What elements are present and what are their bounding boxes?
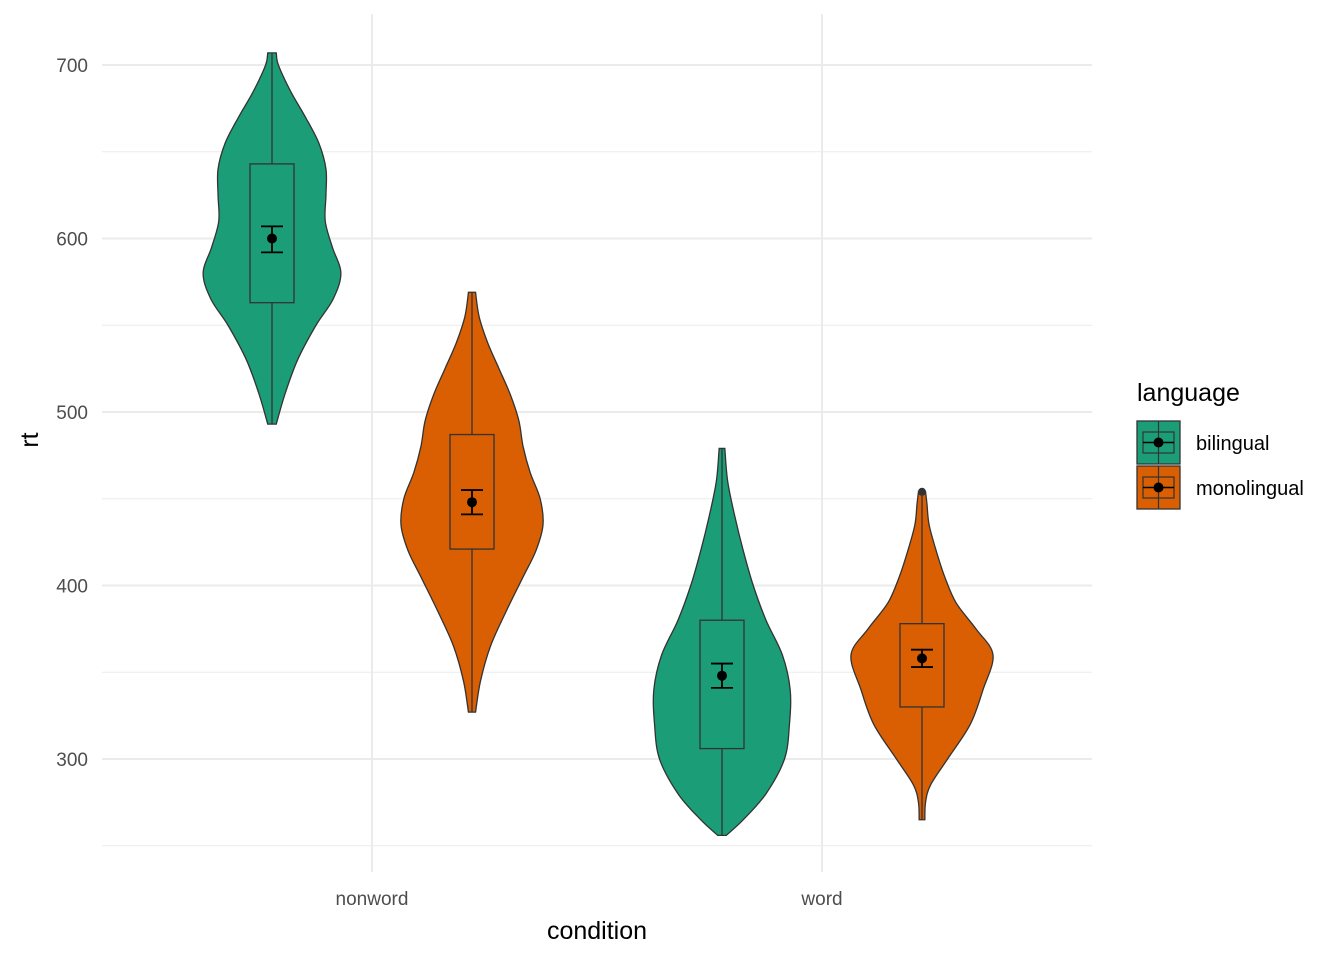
violin-group-nonword-bilingual <box>202 52 342 425</box>
y-tick-label: 400 <box>56 577 88 598</box>
grid <box>102 14 1092 872</box>
mean-point <box>467 497 477 508</box>
violin-group-nonword-monolingual <box>400 291 544 713</box>
violin-group-word-bilingual <box>652 447 792 836</box>
mean-point <box>917 653 927 664</box>
violins <box>202 52 994 836</box>
outlier-point <box>918 487 926 496</box>
y-tick-label: 700 <box>56 56 88 77</box>
legend-key-monolingual: monolingual <box>1136 465 1304 510</box>
x-tick-label: word <box>800 889 842 910</box>
x-axis-title: condition <box>547 917 647 945</box>
legend-title: language <box>1137 379 1240 407</box>
y-tick-labels: 300 400 500 600 700 <box>56 56 88 771</box>
mean-point <box>267 233 277 244</box>
legend-label: bilingual <box>1196 433 1269 455</box>
legend-key-bilingual: bilingual <box>1136 420 1269 465</box>
legend: language bilingual monolingual <box>1136 379 1304 510</box>
violin-group-word-monolingual <box>850 491 994 821</box>
y-axis-title: rt <box>16 432 44 447</box>
y-tick-label: 500 <box>56 403 88 424</box>
mean-point <box>717 670 727 681</box>
legend-point-glyph <box>1153 437 1164 448</box>
legend-point-glyph <box>1153 482 1164 493</box>
legend-label: monolingual <box>1196 478 1304 500</box>
x-tick-labels: nonword word <box>336 889 843 910</box>
y-tick-label: 300 <box>56 750 88 771</box>
y-tick-label: 600 <box>56 230 88 251</box>
x-tick-label: nonword <box>336 889 409 910</box>
